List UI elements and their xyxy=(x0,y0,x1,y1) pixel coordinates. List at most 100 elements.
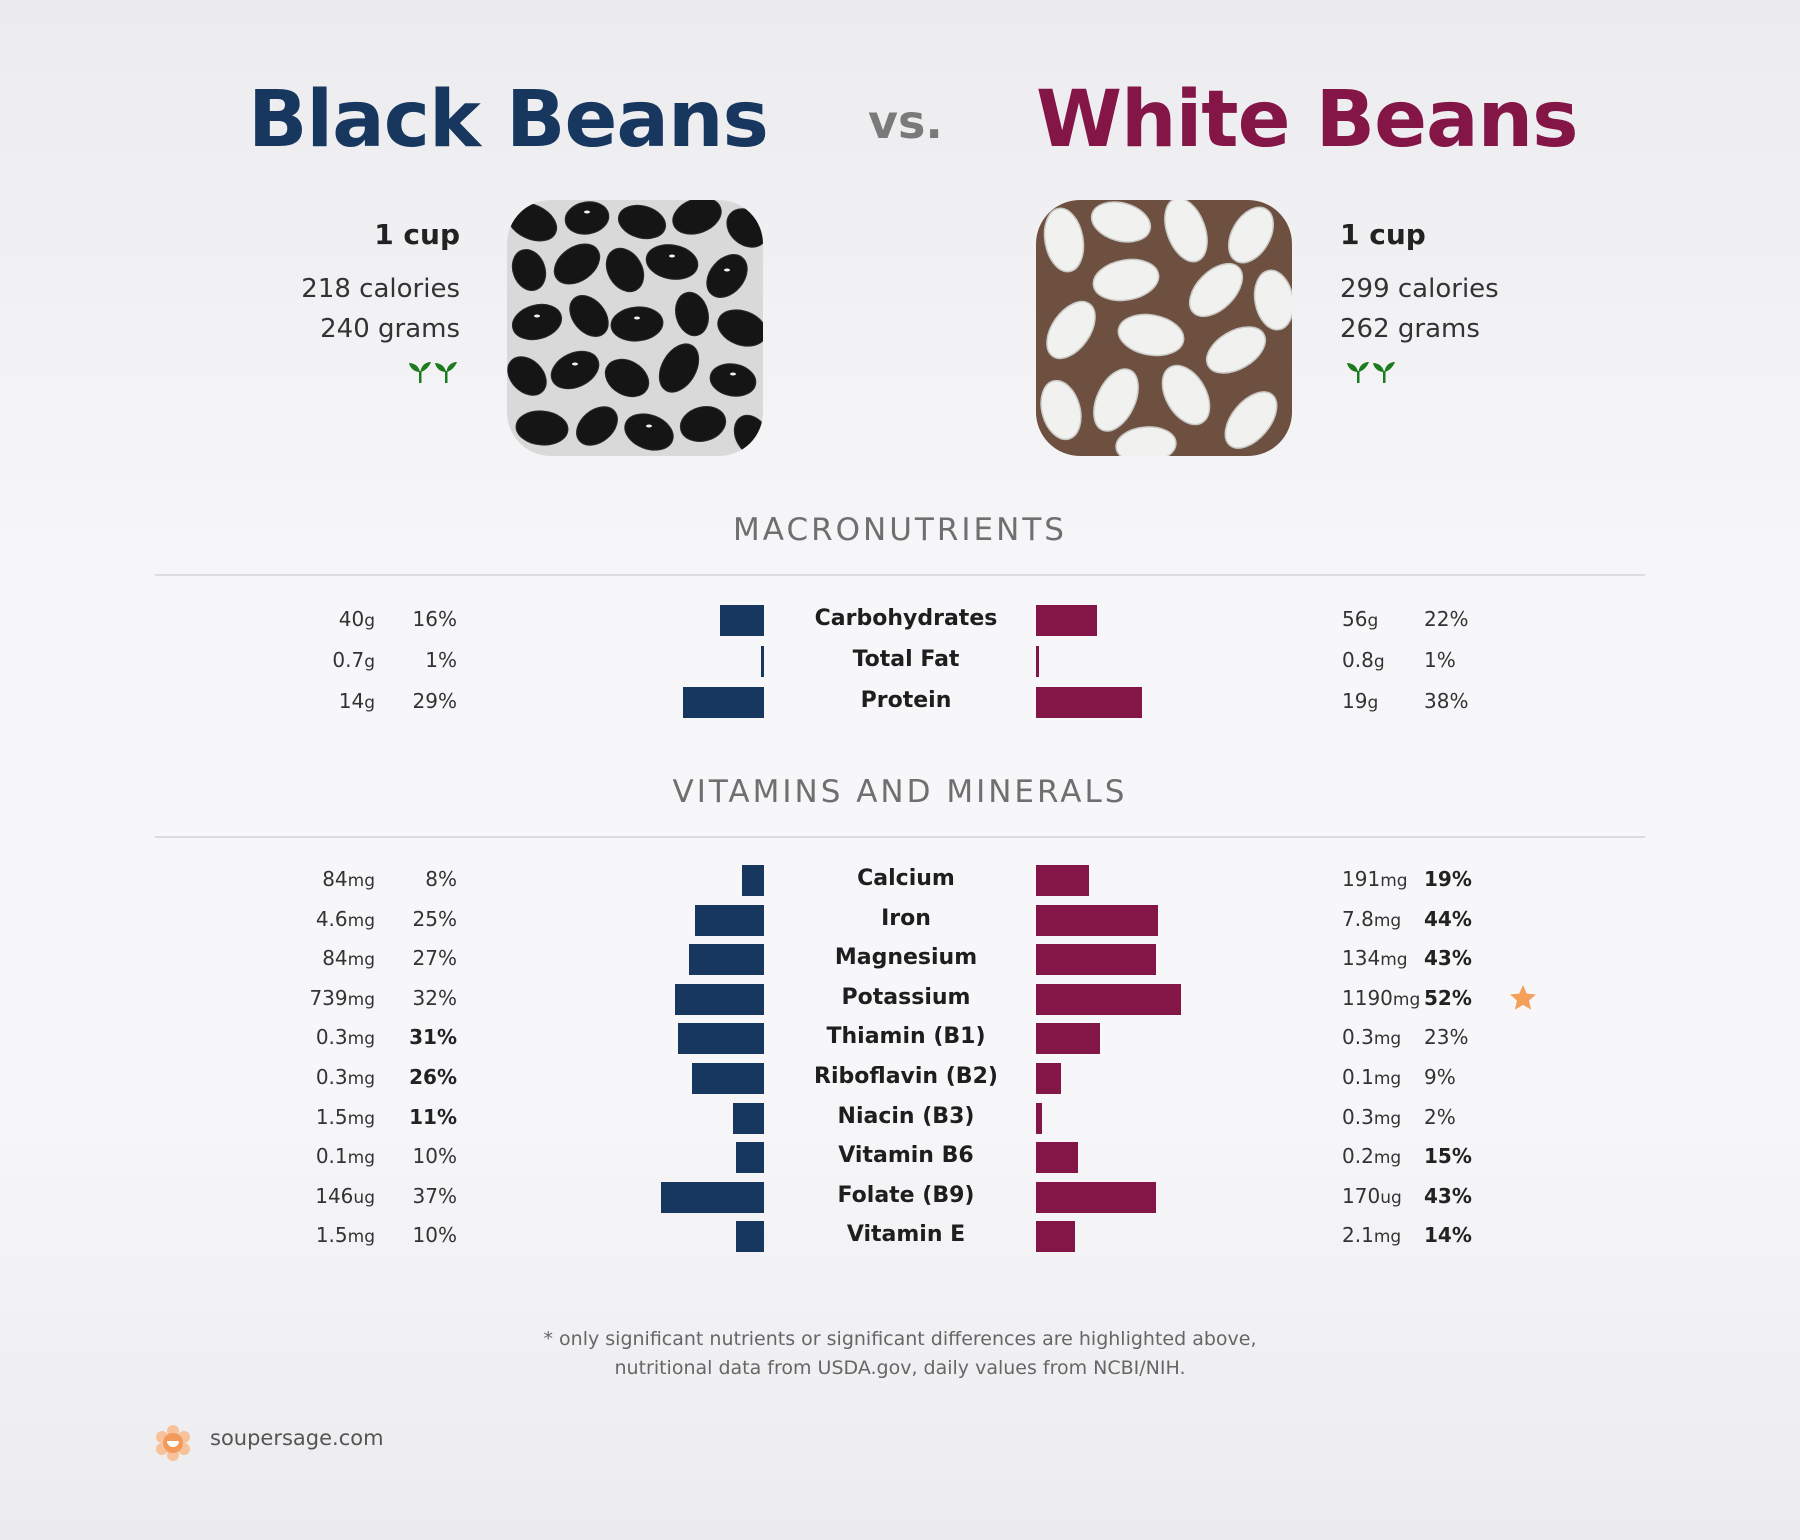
left-percent-iron: 25% xyxy=(412,906,457,931)
left-amount-potassium: 739mg xyxy=(309,985,375,1010)
right-percent-potassium: 52% xyxy=(1424,985,1472,1010)
right-food-title: White Beans xyxy=(1036,75,1579,165)
nutrient-label-potassium: Potassium xyxy=(841,984,971,1010)
left-bar-potassium xyxy=(675,983,764,1015)
right-percent-magnesium: 43% xyxy=(1424,946,1472,971)
right-amount-niacin-b3: 0.3mg xyxy=(1342,1104,1402,1129)
right-percent-iron: 44% xyxy=(1424,906,1472,931)
left-percent-thiamin-b1: 31% xyxy=(409,1025,457,1050)
left-bar-folate-b9 xyxy=(661,1181,764,1213)
vitamins-heading: VITAMINS AND MINERALS xyxy=(672,774,1128,810)
left-amount-calcium: 84mg xyxy=(322,867,375,891)
left-percent-folate-b9: 37% xyxy=(412,1183,457,1208)
right-amount-thiamin-b1: 0.3mg xyxy=(1342,1025,1402,1050)
right-amount-vitamin-b6: 0.2mg xyxy=(1342,1144,1402,1169)
left-bar-vitamin-e xyxy=(736,1221,764,1253)
left-amount-total-fat: 0.7g xyxy=(332,648,375,672)
nutrient-label-protein: Protein xyxy=(860,688,952,713)
right-percent-vitamin-b6: 15% xyxy=(1424,1144,1472,1169)
nutrient-label-calcium: Calcium xyxy=(857,866,955,891)
right-amount-carbohydrates: 56g xyxy=(1342,607,1379,631)
nutrient-label-folate-b9: Folate (B9) xyxy=(837,1182,975,1208)
right-bar-potassium xyxy=(1036,983,1181,1015)
right-percent-folate-b9: 43% xyxy=(1424,1183,1472,1208)
macronutrients-divider xyxy=(155,574,1645,576)
right-bar-vitamin-e xyxy=(1036,1221,1075,1253)
right-serving: 1 cup xyxy=(1340,218,1426,251)
nutrient-label-riboflavin-b2: Riboflavin (B2) xyxy=(814,1064,998,1089)
right-bar-carbohydrates xyxy=(1036,605,1098,636)
left-bar-total-fat xyxy=(761,646,764,677)
right-amount-folate-b9: 170ug xyxy=(1342,1183,1402,1208)
left-bar-iron xyxy=(694,904,764,936)
footnote-line-2: nutritional data from USDA.gov, daily va… xyxy=(614,1357,1186,1379)
left-amount-riboflavin-b2: 0.3mg xyxy=(315,1065,375,1089)
left-amount-niacin-b3: 1.5mg xyxy=(315,1104,375,1129)
right-percent-vitamin-e: 14% xyxy=(1424,1223,1472,1248)
right-bar-calcium xyxy=(1036,865,1089,896)
nutrient-label-total-fat: Total Fat xyxy=(852,647,960,672)
nutrient-label-vitamin-e: Vitamin E xyxy=(846,1222,966,1248)
left-bar-calcium xyxy=(741,865,764,896)
left-percent-protein: 29% xyxy=(412,689,457,713)
black-beans-image xyxy=(507,200,763,456)
macronutrients-heading: MACRONUTRIENTS xyxy=(733,512,1067,548)
left-amount-vitamin-e: 1.5mg xyxy=(315,1223,375,1248)
right-bar-vitamin-b6 xyxy=(1036,1142,1078,1174)
right-amount-iron: 7.8mg xyxy=(1342,906,1402,931)
right-bar-niacin-b3 xyxy=(1036,1102,1042,1134)
left-percent-calcium: 8% xyxy=(425,867,457,891)
left-percent-potassium: 32% xyxy=(412,985,457,1010)
left-amount-magnesium: 84mg xyxy=(322,946,375,971)
left-bar-magnesium xyxy=(688,944,764,976)
white-beans-image xyxy=(1036,200,1292,456)
right-amount-vitamin-e: 2.1mg xyxy=(1342,1223,1402,1248)
vitamins-divider xyxy=(155,836,1645,838)
nutrient-label-niacin-b3: Niacin (B3) xyxy=(837,1103,975,1129)
right-percent-carbohydrates: 22% xyxy=(1424,607,1469,631)
left-bar-vitamin-b6 xyxy=(736,1142,764,1174)
left-amount-vitamin-b6: 0.1mg xyxy=(315,1144,375,1169)
left-calories: 218 calories xyxy=(301,274,460,304)
soupersage-logo-icon xyxy=(155,1425,191,1461)
left-bar-protein xyxy=(683,687,764,718)
left-amount-protein: 14g xyxy=(338,689,375,713)
right-amount-potassium: 1190mg xyxy=(1342,985,1421,1010)
right-percent-thiamin-b1: 23% xyxy=(1424,1025,1469,1050)
vegan-leaf-icon xyxy=(408,360,460,384)
right-percent-riboflavin-b2: 9% xyxy=(1424,1065,1456,1089)
right-bar-total-fat xyxy=(1036,646,1039,677)
left-bar-riboflavin-b2 xyxy=(691,1063,764,1094)
nutrient-label-thiamin-b1: Thiamin (B1) xyxy=(826,1024,986,1050)
nutrient-label-vitamin-b6: Vitamin B6 xyxy=(838,1143,974,1169)
left-amount-folate-b9: 146ug xyxy=(315,1183,375,1208)
right-percent-niacin-b3: 2% xyxy=(1424,1104,1456,1129)
right-bar-thiamin-b1 xyxy=(1036,1023,1100,1055)
right-calories: 299 calories xyxy=(1340,274,1499,304)
star-icon xyxy=(1508,983,1538,1013)
right-percent-calcium: 19% xyxy=(1424,867,1472,891)
right-amount-riboflavin-b2: 0.1mg xyxy=(1342,1065,1402,1089)
right-grams: 262 grams xyxy=(1340,314,1480,344)
nutrient-label-magnesium: Magnesium xyxy=(834,945,978,971)
right-bar-protein xyxy=(1036,687,1142,718)
right-bar-magnesium xyxy=(1036,944,1156,976)
left-percent-riboflavin-b2: 26% xyxy=(409,1065,457,1089)
right-amount-magnesium: 134mg xyxy=(1342,946,1408,971)
right-amount-protein: 19g xyxy=(1342,689,1379,713)
left-percent-magnesium: 27% xyxy=(412,946,457,971)
left-percent-vitamin-b6: 10% xyxy=(412,1144,457,1169)
nutrient-label-carbohydrates: Carbohydrates xyxy=(814,606,998,631)
left-bar-thiamin-b1 xyxy=(677,1023,764,1055)
left-amount-thiamin-b1: 0.3mg xyxy=(315,1025,375,1050)
right-bar-folate-b9 xyxy=(1036,1181,1156,1213)
right-percent-protein: 38% xyxy=(1424,689,1469,713)
left-food-title: Black Beans xyxy=(247,75,769,165)
left-grams: 240 grams xyxy=(320,314,460,344)
left-amount-carbohydrates: 40g xyxy=(338,607,375,631)
site-link[interactable]: soupersage.com xyxy=(210,1426,384,1450)
right-amount-total-fat: 0.8g xyxy=(1342,648,1385,672)
nutrient-label-iron: Iron xyxy=(881,905,931,931)
footnote-line-1: * only significant nutrients or signific… xyxy=(543,1328,1257,1350)
right-amount-calcium: 191mg xyxy=(1342,867,1408,891)
